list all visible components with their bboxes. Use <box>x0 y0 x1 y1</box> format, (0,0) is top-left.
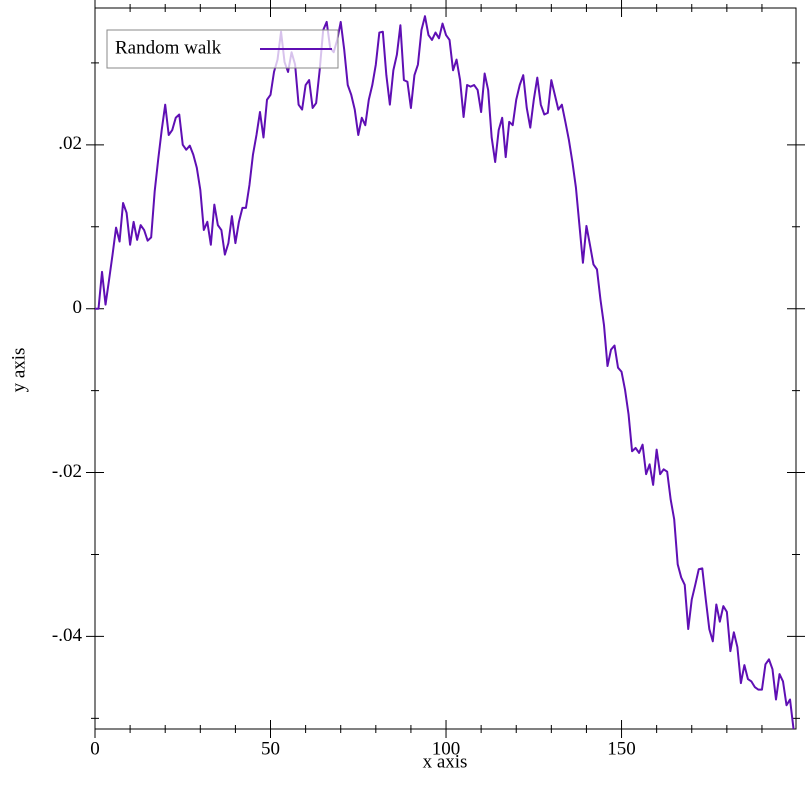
y-tick-label: 0 <box>73 297 83 318</box>
legend-label: Random walk <box>115 37 222 58</box>
y-tick-label: .02 <box>58 133 82 154</box>
y-axis-label: y axis <box>8 348 29 393</box>
plot-frame <box>94 7 797 730</box>
y-tick-label: -.04 <box>52 625 83 646</box>
x-tick-label: 50 <box>261 738 280 759</box>
x-axis-label: x axis <box>423 751 468 772</box>
x-tick-label: 100 <box>432 738 461 759</box>
x-tick-label: 0 <box>90 738 100 759</box>
x-tick-label: 150 <box>607 738 636 759</box>
y-tick-label: -.02 <box>52 461 82 482</box>
data-line <box>95 15 795 730</box>
